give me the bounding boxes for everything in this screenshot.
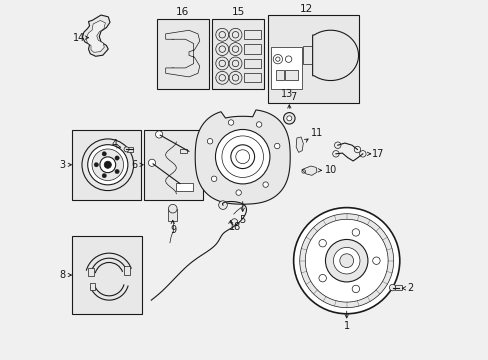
Bar xyxy=(72,130,140,200)
Polygon shape xyxy=(86,21,105,52)
Circle shape xyxy=(256,122,261,127)
Circle shape xyxy=(228,120,233,125)
Polygon shape xyxy=(312,30,358,81)
Circle shape xyxy=(283,113,294,124)
Bar xyxy=(302,46,313,64)
Bar xyxy=(88,268,94,276)
Circle shape xyxy=(168,204,177,213)
Polygon shape xyxy=(165,30,200,77)
Circle shape xyxy=(351,285,359,293)
Bar xyxy=(144,130,203,200)
Circle shape xyxy=(207,139,212,144)
Circle shape xyxy=(299,214,393,308)
Circle shape xyxy=(211,176,216,181)
Circle shape xyxy=(293,208,399,314)
Bar xyxy=(244,73,260,82)
Polygon shape xyxy=(195,110,289,204)
Circle shape xyxy=(318,274,325,282)
Bar xyxy=(267,15,359,103)
Text: 17: 17 xyxy=(372,149,384,159)
Text: 14: 14 xyxy=(73,33,85,42)
Text: 9: 9 xyxy=(170,225,176,235)
Circle shape xyxy=(372,257,379,264)
Circle shape xyxy=(148,159,155,166)
Circle shape xyxy=(315,40,345,71)
Circle shape xyxy=(388,284,395,291)
Text: 3: 3 xyxy=(59,160,65,170)
Bar xyxy=(72,235,142,315)
Bar xyxy=(244,44,260,54)
Bar xyxy=(271,47,301,89)
Circle shape xyxy=(263,182,268,187)
Text: 10: 10 xyxy=(325,165,337,175)
Circle shape xyxy=(104,161,111,168)
Text: 4: 4 xyxy=(111,139,118,149)
Bar xyxy=(168,209,177,221)
Circle shape xyxy=(351,229,359,236)
Circle shape xyxy=(82,139,133,190)
Circle shape xyxy=(231,219,237,225)
Circle shape xyxy=(305,219,387,302)
Circle shape xyxy=(274,143,279,149)
Polygon shape xyxy=(296,137,303,152)
Circle shape xyxy=(115,169,119,174)
Text: 11: 11 xyxy=(310,129,323,138)
Bar xyxy=(180,149,187,153)
Text: 13: 13 xyxy=(280,89,292,99)
Text: 12: 12 xyxy=(299,4,312,14)
Circle shape xyxy=(87,145,128,185)
Bar xyxy=(176,183,192,191)
Circle shape xyxy=(94,163,98,167)
Text: 6: 6 xyxy=(131,160,137,170)
Bar xyxy=(156,19,208,89)
Text: 1: 1 xyxy=(343,321,349,331)
Text: 7: 7 xyxy=(289,92,295,102)
Polygon shape xyxy=(82,15,110,56)
Circle shape xyxy=(215,130,269,184)
Text: 2: 2 xyxy=(407,283,413,293)
Circle shape xyxy=(339,254,353,267)
Circle shape xyxy=(333,247,359,274)
Circle shape xyxy=(92,149,123,180)
Circle shape xyxy=(218,201,227,210)
Text: 5: 5 xyxy=(239,215,245,225)
Circle shape xyxy=(102,174,106,178)
Circle shape xyxy=(115,156,119,160)
Text: 16: 16 xyxy=(176,7,189,17)
Bar xyxy=(123,266,129,275)
Bar xyxy=(127,147,132,152)
Circle shape xyxy=(325,239,367,282)
Bar xyxy=(275,69,283,80)
Bar xyxy=(395,285,401,290)
Text: 8: 8 xyxy=(59,270,65,280)
Circle shape xyxy=(318,239,325,247)
Circle shape xyxy=(100,157,116,173)
Circle shape xyxy=(235,190,241,195)
Circle shape xyxy=(230,145,254,168)
Text: 18: 18 xyxy=(228,222,241,232)
Circle shape xyxy=(286,116,291,121)
Bar xyxy=(285,69,297,80)
Bar xyxy=(90,283,95,290)
Circle shape xyxy=(124,147,129,152)
Text: 15: 15 xyxy=(231,7,244,17)
Bar xyxy=(244,59,260,68)
Bar xyxy=(244,30,260,40)
Polygon shape xyxy=(301,166,316,175)
Circle shape xyxy=(102,152,106,156)
Circle shape xyxy=(155,131,163,138)
Bar xyxy=(212,19,264,89)
